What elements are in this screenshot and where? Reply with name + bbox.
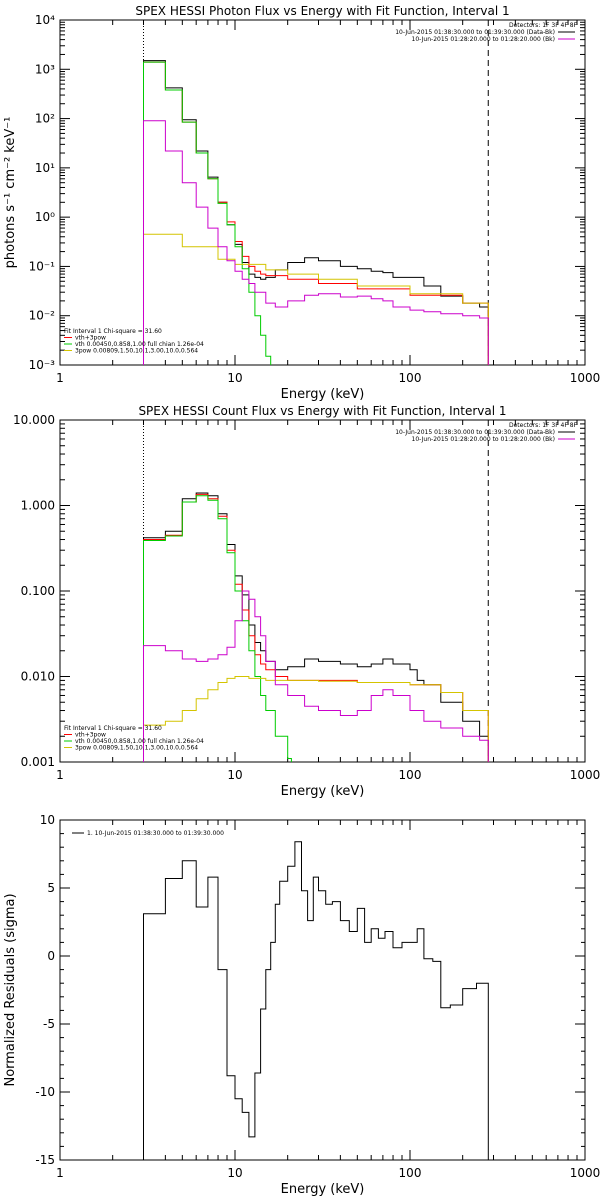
legend-entry: vth 0.00450,0.858,1.00 full chian 1.26e-… (75, 738, 204, 745)
header-line: 10-Jun-2015 01:28:20.000 to 01:28:20.000… (412, 36, 555, 43)
y-tick-label: 0.001 (21, 755, 55, 769)
x-tick-label: 1000 (570, 371, 600, 385)
y-tick-label: 5 (47, 881, 55, 895)
header-line: Detectors: 1F 3F 4F 8F (509, 22, 578, 29)
series-3pow (143, 676, 489, 762)
legend-entry: 3pow 0.00809,1.50,10.1,3.00,10.0,0.564 (75, 745, 198, 752)
y-tick-label: 10 (40, 813, 55, 827)
y-axis-label: Normalized Residuals (sigma) (3, 893, 18, 1086)
header-line: 10-Jun-2015 01:28:20.000 to 01:28:20.000… (412, 436, 555, 443)
y-tick-label: 10² (35, 112, 55, 126)
y-tick-label: -10 (35, 1085, 55, 1099)
y-tick-label: 10⁰ (35, 210, 55, 224)
x-tick-label: 10 (227, 371, 242, 385)
chart-title: SPEX HESSI Photon Flux vs Energy with Fi… (135, 4, 509, 18)
series-vth (143, 61, 272, 365)
y-tick-label: 0.010 (21, 670, 55, 684)
series-vth-3pow (143, 493, 489, 762)
y-tick-label: 0.100 (21, 584, 55, 598)
x-axis-label: Energy (keV) (281, 1182, 365, 1197)
legend-entry: vth+3pow (75, 335, 106, 342)
x-tick-label: 100 (399, 768, 422, 782)
header-line: Detectors: 1F 3F 4F 8F (509, 422, 578, 429)
header-line: 10-Jun-2015 01:38:30.000 to 01:39:30.000… (395, 29, 555, 36)
x-tick-label: 1000 (570, 1166, 600, 1180)
x-tick-label: 100 (399, 371, 422, 385)
x-axis-label: Energy (keV) (281, 784, 365, 799)
plot-frame (59, 819, 586, 1161)
legend-entry: vth 0.00450,0.858,1.00 full chian 1.26e-… (75, 341, 204, 348)
series-residuals (143, 841, 489, 1160)
chart-title: SPEX HESSI Count Flux vs Energy with Fit… (138, 404, 506, 418)
x-tick-label: 1000 (570, 768, 600, 782)
series-data-bk (143, 60, 489, 365)
legend-entry: 3pow 0.00809,1.50,10.1,3.00,10.0,0.564 (75, 348, 198, 355)
y-tick-label: -15 (35, 1153, 55, 1167)
legend-entry: Fit Interval 1 Chi-square = 31.60 (64, 328, 162, 335)
y-tick-label: 10.000 (13, 413, 55, 427)
x-tick-label: 10 (227, 1166, 242, 1180)
x-tick-label: 10 (227, 768, 242, 782)
legend-entry: vth+3pow (75, 732, 106, 739)
chart-panel-3: 1 10 100 1000 Energy (keV) -15 -10 -5 0 5 10 Normal… (3, 813, 600, 1197)
x-tick-label: 1 (56, 371, 64, 385)
series-data-bk (143, 492, 489, 762)
x-tick-label: 1 (56, 1166, 64, 1180)
y-tick-label: 10⁴ (35, 13, 55, 27)
plot-frame (59, 19, 586, 366)
legend-entry: 1. 10-Jun-2015 01:38:30.000 to 01:39:30.… (87, 830, 224, 837)
x-axis-label: Energy (keV) (281, 387, 365, 402)
series-bk (143, 590, 489, 762)
y-tick-label: 10⁻¹ (29, 259, 56, 273)
y-tick-label: 0 (47, 949, 55, 963)
x-tick-label: 1 (56, 768, 64, 782)
x-tick-label: 100 (399, 1166, 422, 1180)
y-axis-label: photons s⁻¹ cm⁻² keV⁻¹ (3, 117, 18, 269)
y-tick-label: 1.000 (21, 499, 55, 513)
y-tick-label: -5 (43, 1017, 55, 1031)
chart-panel-1: SPEX HESSI Photon Flux vs Energy with Fi… (3, 4, 600, 402)
series-vth-3pow (143, 61, 489, 365)
header-line: 10-Jun-2015 01:38:30.000 to 01:39:30.000… (395, 429, 555, 436)
series-bk (143, 120, 489, 365)
chart-panel-2: SPEX HESSI Count Flux vs Energy with Fit… (13, 404, 600, 799)
series-3pow (143, 233, 489, 365)
y-tick-label: 10⁻³ (29, 358, 56, 372)
legend-entry: Fit Interval 1 Chi-square = 31.60 (64, 725, 162, 732)
y-tick-label: 10¹ (35, 161, 55, 175)
y-tick-label: 10³ (35, 62, 55, 76)
series-vth (143, 495, 292, 762)
y-tick-label: 10⁻² (29, 309, 56, 323)
